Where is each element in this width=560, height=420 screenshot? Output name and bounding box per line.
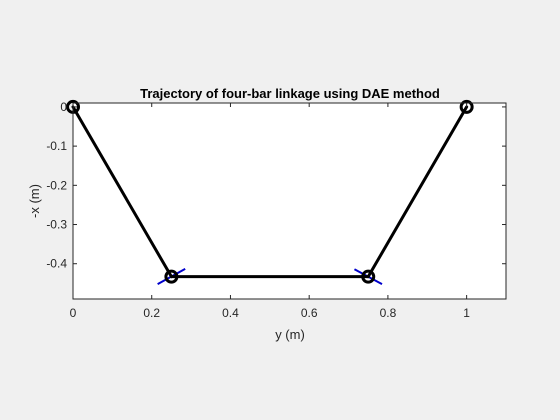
- x-tick-label: 0.6: [301, 306, 318, 320]
- y-tick-label: -0.2: [46, 178, 67, 192]
- tick-layer: 0 0.2 0.4 0.6 0.8 1 0 -0.1 -0.2 -0.3 -0.4: [46, 100, 506, 320]
- x-axis-label: y (m): [275, 327, 305, 342]
- joint-marker: [459, 99, 474, 114]
- axes-background: [73, 103, 506, 299]
- joint-marker: [164, 269, 179, 284]
- x-tick-label: 1: [463, 306, 470, 320]
- y-axis-label: -x (m): [27, 184, 42, 218]
- chart-title: Trajectory of four-bar linkage using DAE…: [140, 86, 440, 101]
- plot-layer: [66, 99, 474, 285]
- linkage-bar: [71, 105, 173, 279]
- y-tick-label: 0: [60, 100, 67, 114]
- joint-marker: [361, 269, 376, 284]
- x-tick-label: 0: [70, 306, 77, 320]
- axes-frame: [72, 102, 507, 300]
- y-tick-label: -0.1: [46, 139, 67, 153]
- y-tick-label: -0.3: [46, 218, 67, 232]
- x-tick-label: 0.2: [143, 306, 160, 320]
- x-tick-label: 0.4: [222, 306, 239, 320]
- linkage-bar: [366, 105, 469, 279]
- x-tick-label: 0.8: [380, 306, 397, 320]
- y-tick-label: -0.4: [46, 257, 67, 271]
